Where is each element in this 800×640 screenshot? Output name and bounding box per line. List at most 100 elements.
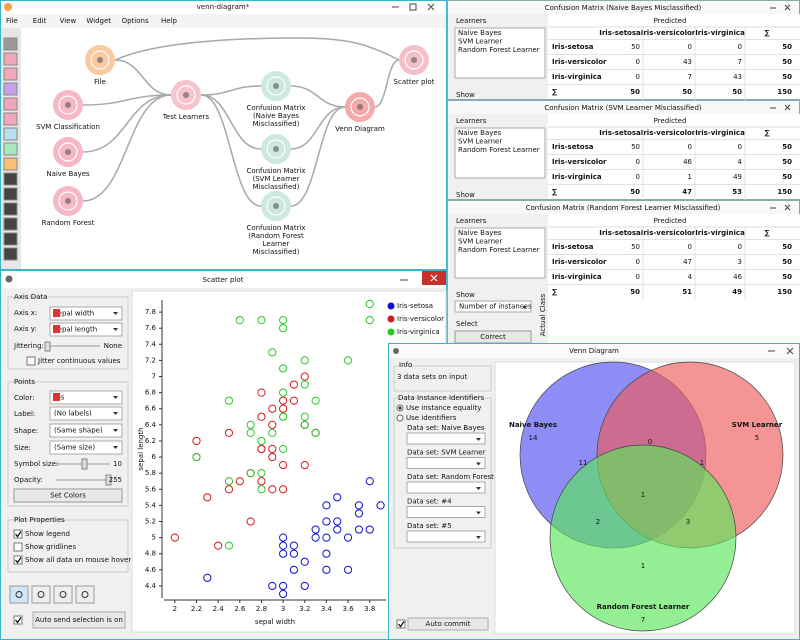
region-count: 11 [579, 459, 588, 467]
menu-item[interactable]: Widget [86, 17, 111, 25]
field-label: Shape: [14, 427, 38, 435]
list-item[interactable]: Random Forest Learner [458, 246, 540, 254]
tool-icon[interactable] [3, 37, 18, 51]
checkbox[interactable] [26, 356, 36, 366]
list-item[interactable]: SVM Learner [458, 238, 502, 246]
learner-list [454, 127, 546, 179]
matrix-cell: 0 [738, 243, 742, 251]
row-header: Iris-setosa [552, 243, 594, 251]
combo-box[interactable] [49, 390, 123, 405]
x-tick-label: 3 [281, 605, 285, 613]
x-tick-label: 2 [173, 605, 177, 613]
combo-box[interactable] [49, 306, 123, 321]
x-tick-label: 3.2 [299, 605, 310, 613]
point [279, 581, 288, 591]
list-item[interactable]: Random Forest Learner [458, 46, 540, 54]
combo-box[interactable] [49, 440, 123, 455]
widget-label: Test Learners [162, 113, 210, 121]
checkbox-label: Show legend [25, 530, 70, 538]
group-title: Show [456, 191, 475, 199]
menu-item[interactable]: View [60, 17, 77, 25]
tool-button[interactable] [31, 585, 51, 604]
slider-handle[interactable] [44, 341, 51, 352]
slider-handle[interactable] [81, 458, 88, 470]
button[interactable] [407, 617, 489, 631]
combo-box[interactable] [49, 322, 123, 337]
window-title: venn-diagram* [197, 3, 250, 11]
tool-icon[interactable] [3, 187, 18, 201]
menu-item[interactable]: Edit [33, 17, 47, 25]
combo-box[interactable] [406, 481, 486, 494]
widget-glyph [65, 149, 71, 155]
point [214, 541, 223, 550]
tool-glyph [59, 591, 67, 598]
region-count: 1 [700, 459, 704, 467]
checkbox[interactable] [13, 529, 23, 539]
tool-icon[interactable] [3, 217, 18, 231]
combo-box[interactable] [406, 457, 486, 469]
point [279, 541, 288, 550]
button[interactable] [32, 611, 126, 629]
tool-icon[interactable] [3, 172, 18, 186]
checkbox-label: Jitter continuous values [37, 357, 121, 365]
button[interactable] [13, 488, 123, 503]
tool-icon[interactable] [3, 232, 18, 246]
list-item[interactable]: SVM Learner [458, 38, 502, 46]
checkbox[interactable] [396, 619, 406, 629]
combo-box[interactable] [49, 423, 123, 438]
tool-icon[interactable] [3, 97, 18, 111]
combo-box[interactable] [454, 300, 532, 313]
tool-button[interactable] [9, 585, 29, 604]
point [311, 533, 320, 542]
widget-glyph [183, 92, 189, 98]
point [203, 493, 212, 502]
widget-icon [58, 142, 78, 162]
combo-box[interactable] [406, 506, 486, 518]
tool-icon[interactable] [3, 82, 18, 96]
matrix-cell: 4 [738, 158, 743, 166]
checkbox[interactable] [13, 555, 23, 565]
menu-item[interactable]: Options [122, 17, 149, 25]
combo-arrow [113, 328, 118, 331]
tool-button[interactable] [53, 585, 73, 604]
list-item[interactable]: Naive Bayes [458, 29, 502, 37]
app-icon [5, 275, 13, 283]
tool-icon[interactable] [3, 67, 18, 81]
checkbox[interactable] [13, 615, 23, 625]
check-mark [397, 621, 405, 628]
tool-icon[interactable] [3, 157, 18, 171]
matrix-cell: 47 [682, 188, 692, 196]
tool-icon[interactable] [3, 52, 18, 66]
combo-box[interactable] [406, 530, 486, 543]
checkbox[interactable] [13, 542, 23, 552]
combo-arrow [113, 312, 118, 315]
tool-icon[interactable] [3, 247, 18, 261]
combo-box[interactable] [49, 406, 123, 421]
combo-arrow [113, 429, 118, 432]
combo-value: sepal length [54, 326, 97, 334]
menu-item[interactable]: Help [161, 17, 178, 25]
list-item[interactable]: Naive Bayes [458, 129, 502, 137]
point [279, 404, 288, 413]
region-count: 3 [686, 518, 690, 526]
list-item[interactable]: Naive Bayes [458, 229, 502, 237]
tool-icon[interactable] [3, 112, 18, 126]
radio[interactable] [396, 414, 404, 422]
widget-label: Misclassified) [253, 248, 300, 256]
list-item[interactable]: SVM Learner [458, 138, 502, 146]
tool-button[interactable] [75, 585, 95, 604]
combo-box[interactable] [406, 432, 486, 445]
point [300, 557, 309, 566]
slider-handle[interactable] [105, 474, 112, 486]
tool-icon[interactable] [3, 142, 18, 156]
widget-label: File [94, 78, 106, 86]
matrix-cell: 150 [777, 188, 792, 196]
link [374, 59, 400, 108]
list-item[interactable]: Random Forest Learner [458, 146, 540, 154]
tool-icon[interactable] [3, 127, 18, 141]
tool-icon[interactable] [3, 202, 18, 216]
region-count: 1 [641, 562, 645, 570]
menu-item[interactable]: File [6, 17, 18, 25]
check-mark [14, 557, 22, 564]
set-count: 5 [755, 434, 759, 442]
